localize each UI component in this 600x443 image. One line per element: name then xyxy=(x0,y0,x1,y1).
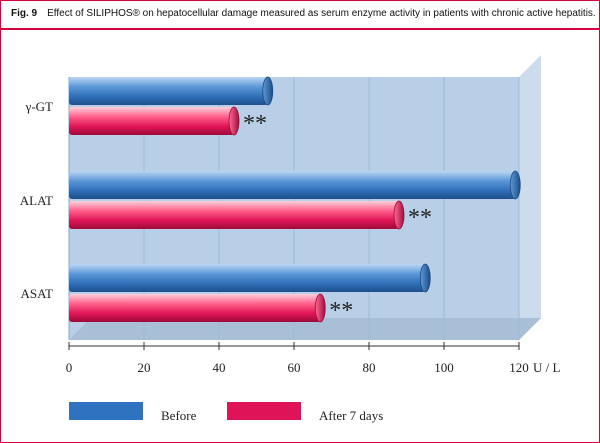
bar-end-cap xyxy=(419,263,431,293)
bar xyxy=(69,293,326,323)
bar xyxy=(69,200,405,230)
chart-panel-floor xyxy=(69,318,541,340)
bar-end-cap xyxy=(314,293,326,323)
significance-mark: ** xyxy=(243,111,267,137)
category-label: ALAT xyxy=(20,193,53,208)
bar-body xyxy=(69,264,426,292)
significance-mark: ** xyxy=(329,298,353,324)
figure-caption-text: Effect of SILIPHOS® on hepatocellular da… xyxy=(47,8,596,19)
chart-panel-side xyxy=(519,55,541,340)
figure-caption: Fig. 9 Effect of SILIPHOS® on hepatocellu… xyxy=(1,1,599,27)
x-tick-label: 40 xyxy=(213,360,226,375)
significance-mark: ** xyxy=(408,205,432,231)
x-axis-unit: U / L xyxy=(533,360,561,375)
caption-rule xyxy=(1,28,599,30)
legend-label-after: After 7 days xyxy=(319,408,383,423)
x-tick-label: 60 xyxy=(288,360,301,375)
x-tick-label: 80 xyxy=(363,360,376,375)
x-tick-label: 100 xyxy=(434,360,454,375)
chart-bars: ** ** ** xyxy=(69,76,521,324)
bar-chart: ** ** ** 0 20 40 60 80 100 120 U / L γ-GT ALAT ASAT… xyxy=(20,55,561,423)
bar-body xyxy=(69,294,321,322)
bar xyxy=(69,170,521,200)
bar-end-cap xyxy=(262,76,274,106)
bar-end-cap xyxy=(393,200,405,230)
bar-body xyxy=(69,77,268,105)
legend-swatch-after xyxy=(227,402,301,420)
bar-end-cap xyxy=(228,106,240,136)
x-tick-label: 120 xyxy=(509,360,529,375)
chart-area: ** ** ** 0 20 40 60 80 100 120 U / L γ-GT ALAT ASAT… xyxy=(5,33,595,437)
bar xyxy=(69,76,274,106)
category-label: ASAT xyxy=(20,286,53,301)
bar-body xyxy=(69,107,234,135)
chart-legend: Before After 7 days xyxy=(69,402,383,423)
x-tick-label: 20 xyxy=(138,360,151,375)
bar-body xyxy=(69,171,516,199)
x-tick-label: 0 xyxy=(66,360,73,375)
category-label: γ-GT xyxy=(25,99,53,114)
category-labels: γ-GT ALAT ASAT xyxy=(20,99,53,301)
figure-number: Fig. 9 xyxy=(11,8,38,19)
bar-body xyxy=(69,201,399,229)
bar xyxy=(69,263,431,293)
legend-label-before: Before xyxy=(161,408,197,423)
bar xyxy=(69,106,240,136)
x-axis: 0 20 40 60 80 100 120 U / L xyxy=(66,342,561,375)
legend-swatch-before xyxy=(69,402,143,420)
bar-end-cap xyxy=(509,170,521,200)
